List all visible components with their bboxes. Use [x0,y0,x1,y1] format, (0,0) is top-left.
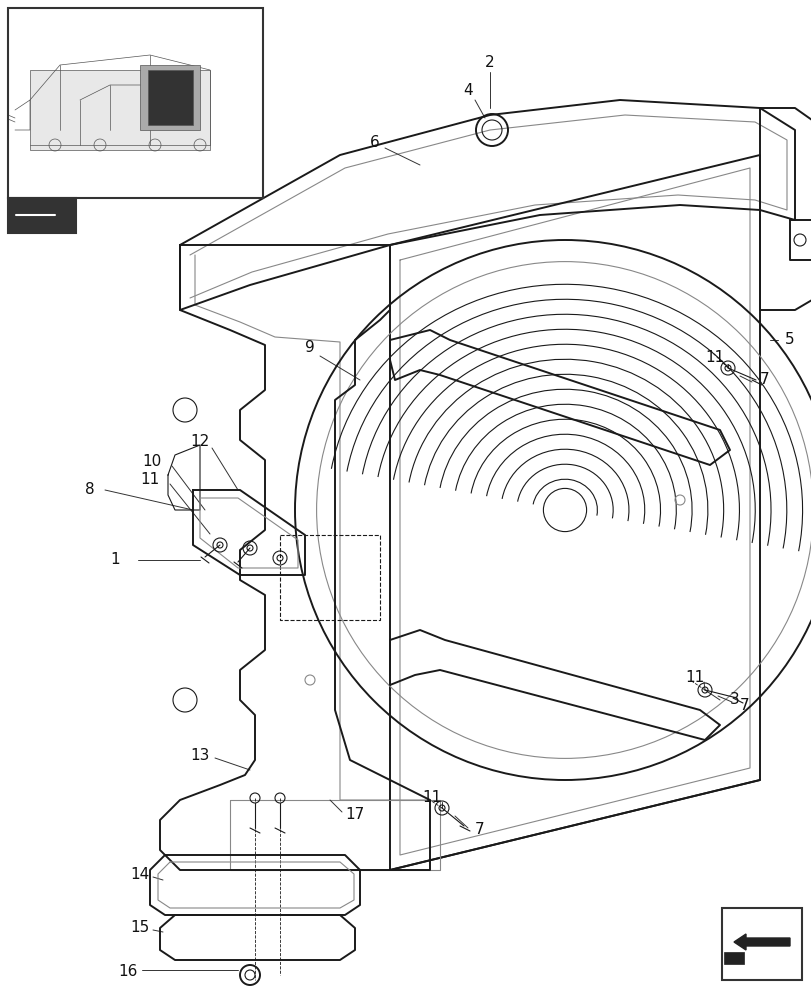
Text: 13: 13 [190,748,209,762]
Text: 6: 6 [370,135,380,150]
Bar [723,952,743,964]
Text: 2: 2 [485,55,494,70]
Text: 7: 7 [759,372,769,387]
FancyArrow shape [733,934,789,950]
Bar [721,908,801,980]
Text: 11: 11 [705,351,723,365]
Bar [8,8,263,198]
Text: 15: 15 [131,920,149,935]
Bar [8,198,76,233]
Text: 4: 4 [462,83,472,98]
Text: 16: 16 [118,964,138,979]
Text: 11: 11 [684,670,704,686]
Text: 5: 5 [784,332,794,348]
Text: 3: 3 [729,692,739,708]
Text: 14: 14 [131,867,149,882]
Text: 10: 10 [142,454,161,470]
Text: 1: 1 [110,552,120,568]
Text: 8: 8 [85,483,95,497]
Bar [148,70,193,125]
Text: 11: 11 [422,790,441,805]
Text: 11: 11 [140,473,160,488]
Text: 9: 9 [305,340,315,356]
Bar [139,65,200,130]
Text: 17: 17 [345,807,364,822]
Text: 7: 7 [474,822,484,837]
Text: 12: 12 [190,434,209,450]
Text: 7: 7 [740,698,749,712]
FancyBboxPatch shape [30,70,210,150]
